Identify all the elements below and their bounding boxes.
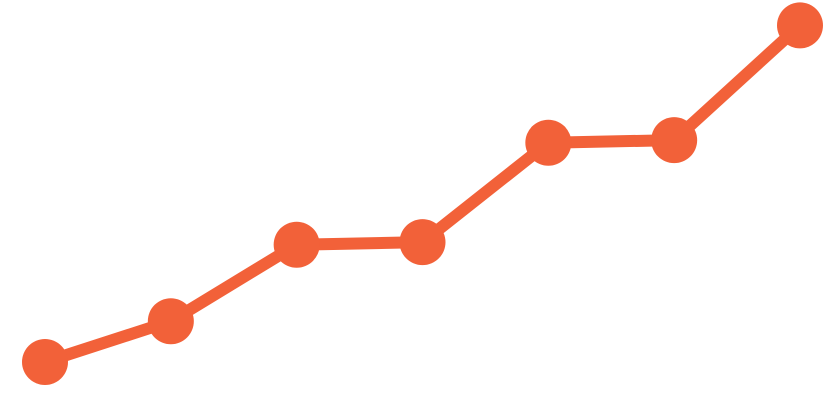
data-point [147,298,194,345]
data-point [651,117,698,164]
data-point [399,219,446,266]
data-point [22,339,68,385]
series-layer [22,2,823,385]
data-point [525,119,572,166]
data-point [273,221,320,268]
data-point [777,2,823,49]
